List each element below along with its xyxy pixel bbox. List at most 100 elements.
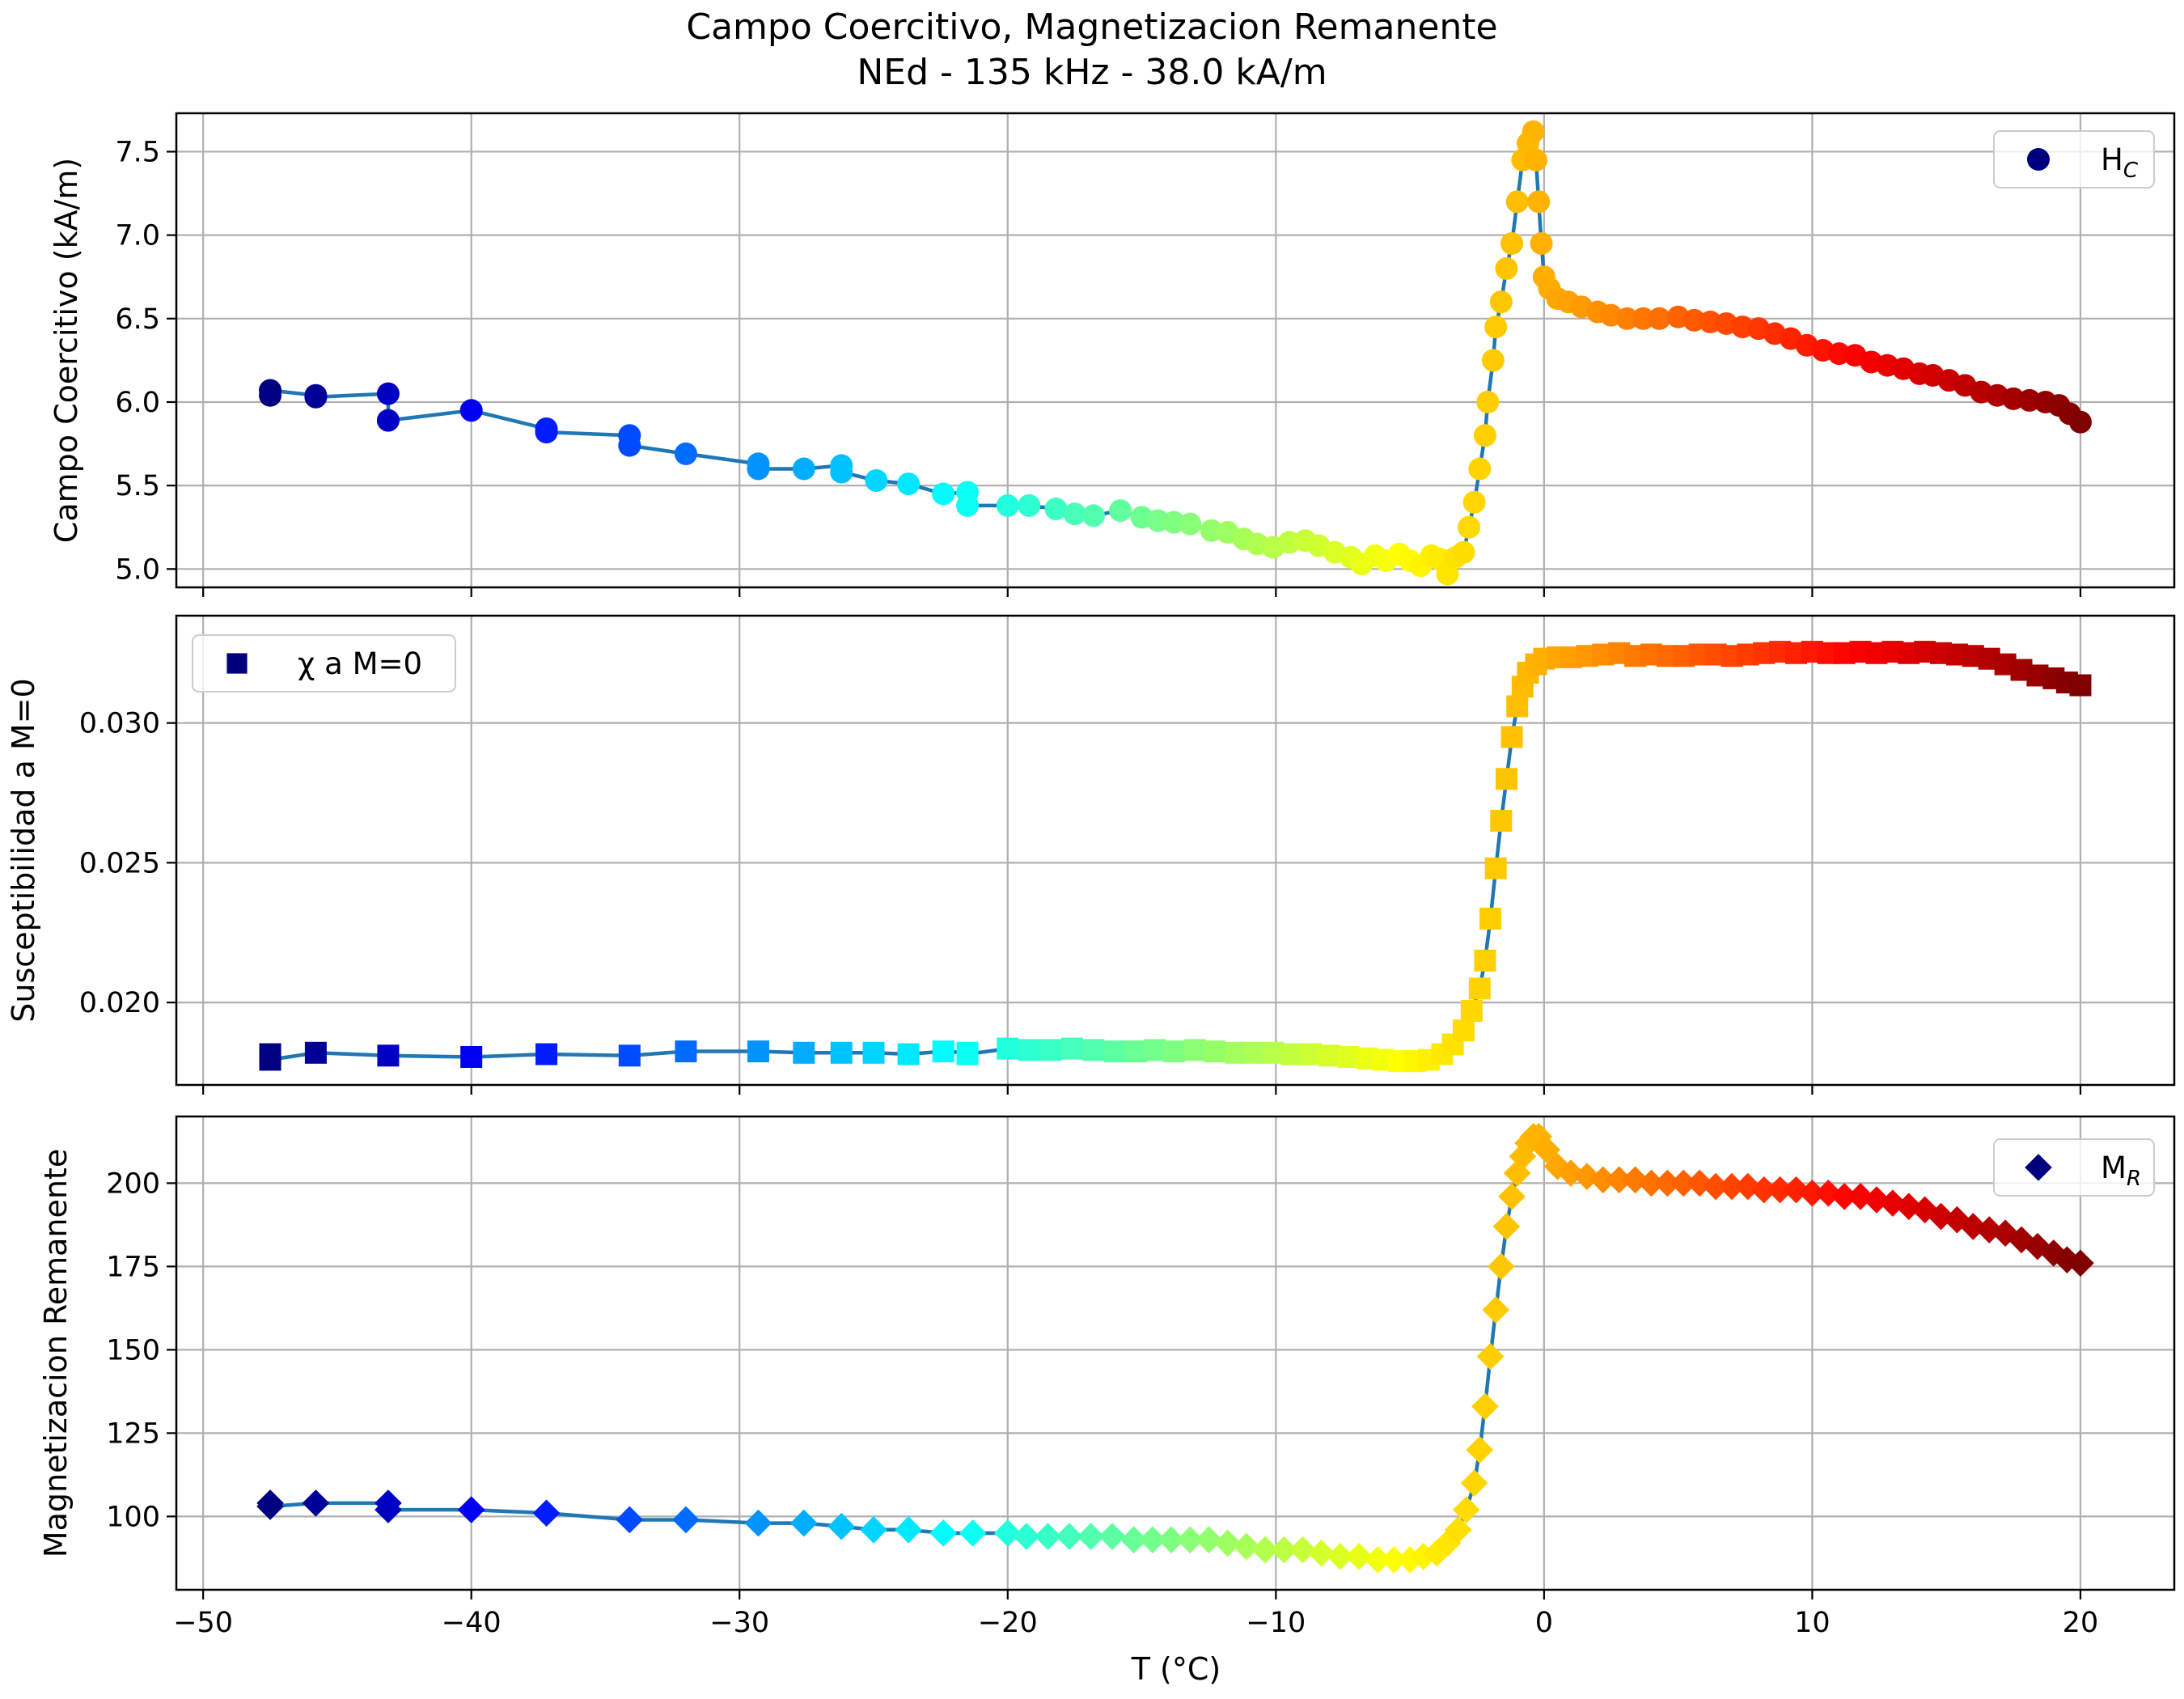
x-tick-label: −50 xyxy=(173,1607,233,1639)
data-point xyxy=(674,442,697,465)
data-point xyxy=(1466,1436,1494,1464)
data-point xyxy=(1458,515,1481,539)
data-point xyxy=(1879,1189,1907,1217)
data-point xyxy=(2008,1226,2035,1254)
data-point xyxy=(460,1045,483,1068)
data-point xyxy=(1452,1496,1480,1523)
data-point xyxy=(1063,502,1086,526)
axes-frame xyxy=(175,1115,2176,1591)
data-point xyxy=(1460,1469,1488,1497)
data-point xyxy=(1139,1526,1166,1554)
data-point xyxy=(1081,504,1105,527)
data-point xyxy=(1492,1213,1521,1240)
data-point xyxy=(1307,1539,1335,1567)
data-point xyxy=(897,472,921,496)
y-tick-label: 0.020 xyxy=(79,987,160,1019)
data-point xyxy=(1702,1172,1729,1201)
data-point xyxy=(747,457,770,481)
data-point xyxy=(1077,1523,1105,1550)
y-tick-label: 125 xyxy=(106,1417,160,1450)
data-point xyxy=(1648,307,1671,330)
data-point xyxy=(1109,499,1132,523)
data-point xyxy=(1750,1176,1778,1204)
data-point xyxy=(302,1489,330,1517)
data-point xyxy=(1473,424,1496,447)
data-point xyxy=(1489,290,1513,314)
data-point xyxy=(304,385,328,409)
y-tick-label: 200 xyxy=(106,1167,160,1200)
data-point xyxy=(2040,1239,2068,1267)
data-point xyxy=(993,1519,1022,1547)
data-point xyxy=(1530,231,1553,255)
legend-label: χ a M=0 xyxy=(298,646,422,681)
data-point xyxy=(1589,1166,1617,1194)
x-tick-label: 0 xyxy=(1535,1607,1553,1639)
data-point xyxy=(1013,1523,1040,1550)
data-point xyxy=(1098,1523,1126,1550)
data-point xyxy=(1615,307,1639,330)
data-point xyxy=(1670,1169,1698,1197)
data-point xyxy=(1289,1536,1317,1564)
data-point xyxy=(747,1040,769,1063)
x-tick-label: 10 xyxy=(1794,1607,1831,1639)
data-point xyxy=(1179,512,1202,536)
data-point xyxy=(1125,1040,1148,1063)
data-point xyxy=(1798,1179,1826,1207)
plot-area xyxy=(176,616,2174,1085)
legend: MR xyxy=(1993,1138,2155,1197)
data-point xyxy=(1176,1526,1204,1554)
data-point xyxy=(1034,1523,1062,1550)
data-point xyxy=(1522,120,1545,143)
data-point xyxy=(830,1041,853,1064)
data-point xyxy=(376,382,400,405)
data-point xyxy=(1462,490,1486,514)
data-point xyxy=(1203,1040,1225,1063)
data-point xyxy=(1158,1526,1185,1554)
legend-marker xyxy=(226,653,248,674)
data-point xyxy=(1044,498,1068,521)
data-point xyxy=(375,1496,402,1523)
data-point xyxy=(1039,1039,1062,1061)
data-point xyxy=(1364,1546,1392,1574)
data-point xyxy=(1280,1043,1303,1066)
data-point xyxy=(535,1043,558,1066)
data-point xyxy=(860,1516,887,1544)
y-tick-label: 5.5 xyxy=(115,470,160,502)
data-point xyxy=(1495,256,1518,280)
axes-frame xyxy=(175,614,2176,1087)
data-point xyxy=(932,482,955,506)
data-point xyxy=(1831,1183,1859,1210)
data-point xyxy=(459,399,483,422)
data-point xyxy=(897,1043,920,1066)
data-point xyxy=(1468,457,1492,481)
legend-frame xyxy=(192,634,456,693)
y-tick-label: 5.0 xyxy=(115,553,160,586)
data-point xyxy=(1018,494,1041,517)
data-point xyxy=(1476,1342,1505,1371)
data-point xyxy=(790,1509,818,1537)
panel-remanent-magnetization: 100 125 150 175 200 −50 −40 −30 −20 −10 0 10 20 Magne… xyxy=(38,1115,2176,1639)
legend-frame xyxy=(1993,1138,2155,1197)
data-point xyxy=(1144,1039,1166,1061)
data-point xyxy=(956,1043,979,1066)
data-point xyxy=(1488,1252,1515,1281)
data-point xyxy=(1380,1546,1408,1574)
y-axis-label: Magnetizacion Remanente xyxy=(38,1149,74,1557)
data-point xyxy=(1056,1523,1083,1550)
data-point xyxy=(1444,1516,1472,1544)
data-point xyxy=(1484,857,1507,879)
data-point xyxy=(1498,1183,1526,1210)
legend: χ a M=0 xyxy=(192,634,456,693)
data-point xyxy=(1452,540,1475,564)
data-point xyxy=(865,468,888,492)
data-point xyxy=(929,1519,958,1547)
data-point xyxy=(1847,1183,1874,1210)
data-point xyxy=(1327,1543,1354,1570)
data-point xyxy=(2069,674,2092,697)
data-point xyxy=(1262,1041,1285,1064)
data-point xyxy=(1500,726,1523,748)
y-tick-label: 6.5 xyxy=(115,303,160,336)
x-axis-label: T (°C) xyxy=(1131,1651,1221,1687)
data-point xyxy=(932,1040,954,1063)
data-point xyxy=(1991,1219,2019,1247)
